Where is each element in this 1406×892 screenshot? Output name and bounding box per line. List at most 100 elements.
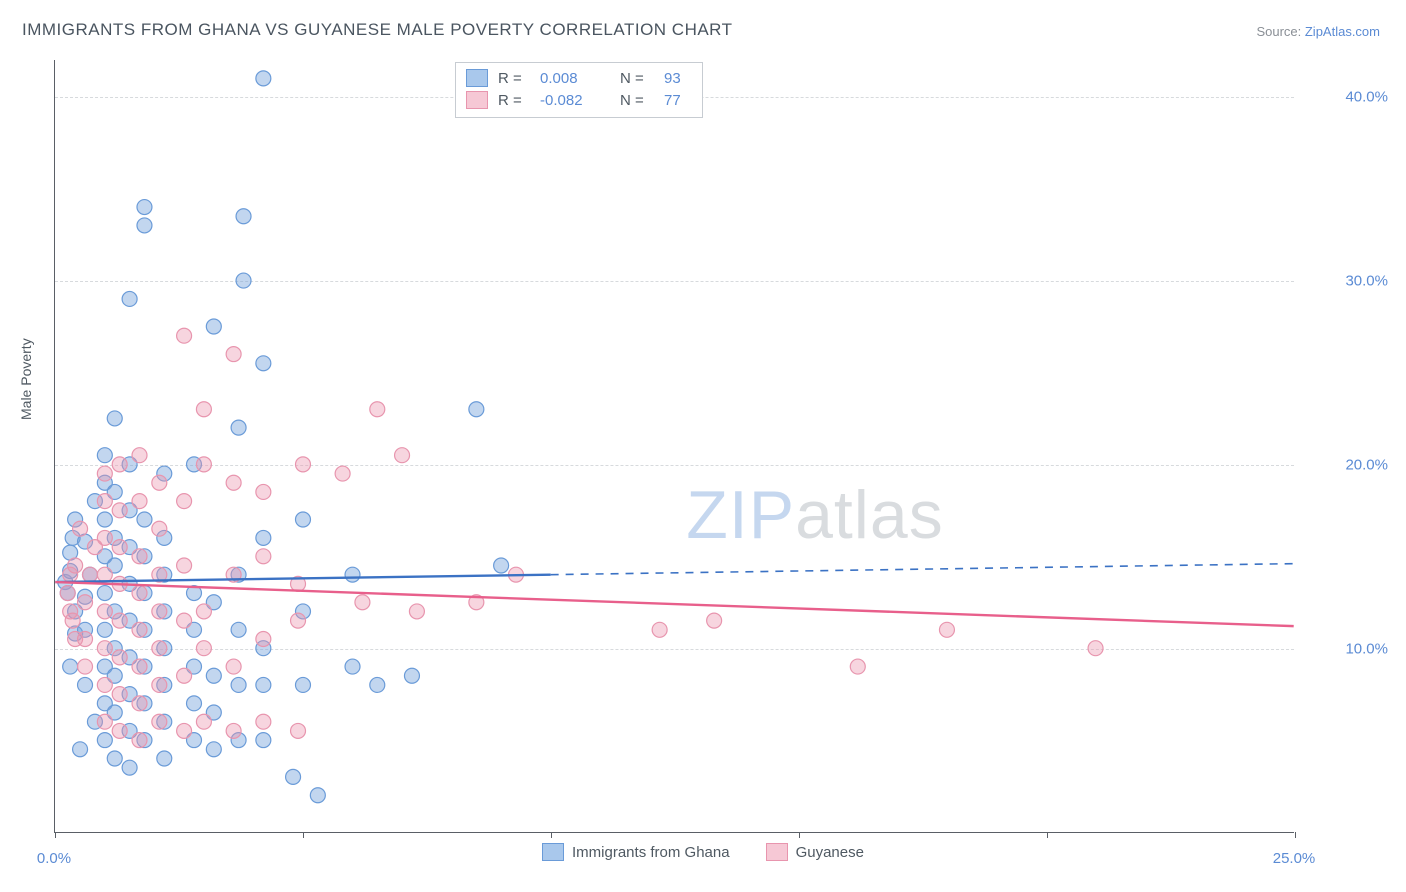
data-point [226, 659, 241, 674]
legend-correlation-row: R =0.008N =93 [466, 67, 692, 89]
data-point [112, 503, 127, 518]
data-point [97, 512, 112, 527]
data-point [187, 696, 202, 711]
legend-correlation-row: R =-0.082N =77 [466, 89, 692, 111]
data-point [177, 668, 192, 683]
source-attribution: Source: ZipAtlas.com [1256, 24, 1380, 39]
legend-swatch [542, 843, 564, 861]
data-point [78, 632, 93, 647]
data-point [157, 751, 172, 766]
data-point [226, 347, 241, 362]
data-point [97, 448, 112, 463]
data-point [68, 558, 83, 573]
data-point [206, 668, 221, 683]
legend-series-item: Immigrants from Ghana [542, 843, 730, 861]
data-point [196, 457, 211, 472]
data-point [286, 769, 301, 784]
data-point [137, 200, 152, 215]
data-point [291, 613, 306, 628]
data-point [97, 677, 112, 692]
data-point [196, 402, 211, 417]
data-point [295, 512, 310, 527]
data-point [107, 751, 122, 766]
data-point [469, 595, 484, 610]
data-point [112, 613, 127, 628]
series-legend: Immigrants from GhanaGuyanese [0, 843, 1406, 861]
data-point [152, 677, 167, 692]
data-point [177, 613, 192, 628]
data-point [97, 641, 112, 656]
data-point [177, 494, 192, 509]
y-tick-label: 40.0% [1345, 88, 1388, 105]
data-point [97, 586, 112, 601]
data-point [1088, 641, 1103, 656]
legend-swatch [466, 91, 488, 109]
source-link[interactable]: ZipAtlas.com [1305, 24, 1380, 39]
data-point [206, 742, 221, 757]
data-point [78, 677, 93, 692]
x-tick-label: 25.0% [1273, 850, 1316, 867]
data-point [231, 420, 246, 435]
data-point [652, 622, 667, 637]
data-point [78, 595, 93, 610]
data-point [132, 448, 147, 463]
legend-n-label: N = [620, 70, 654, 87]
data-point [206, 319, 221, 334]
data-point [152, 521, 167, 536]
data-point [137, 512, 152, 527]
source-prefix: Source: [1256, 24, 1304, 39]
data-point [97, 494, 112, 509]
data-point [256, 71, 271, 86]
data-point [177, 328, 192, 343]
scatter-svg [55, 60, 1294, 832]
data-point [226, 475, 241, 490]
data-point [404, 668, 419, 683]
data-point [65, 613, 80, 628]
data-point [226, 567, 241, 582]
chart-title: IMMIGRANTS FROM GHANA VS GUYANESE MALE P… [22, 20, 733, 40]
data-point [256, 733, 271, 748]
data-point [226, 723, 241, 738]
x-tick [303, 832, 304, 838]
data-point [152, 714, 167, 729]
data-point [97, 622, 112, 637]
data-point [187, 586, 202, 601]
data-point [236, 273, 251, 288]
data-point [370, 402, 385, 417]
data-point [137, 218, 152, 233]
data-point [132, 549, 147, 564]
data-point [508, 567, 523, 582]
data-point [256, 549, 271, 564]
x-tick [55, 832, 56, 838]
plot-area: ZIPatlas [54, 60, 1294, 833]
legend-r-value: 0.008 [540, 70, 610, 87]
data-point [231, 622, 246, 637]
data-point [345, 567, 360, 582]
data-point [112, 540, 127, 555]
data-point [345, 659, 360, 674]
data-point [291, 576, 306, 591]
data-point [112, 650, 127, 665]
data-point [63, 659, 78, 674]
y-tick-label: 20.0% [1345, 456, 1388, 473]
data-point [494, 558, 509, 573]
data-point [152, 567, 167, 582]
data-point [132, 586, 147, 601]
data-point [177, 723, 192, 738]
data-point [122, 760, 137, 775]
data-point [231, 677, 246, 692]
data-point [707, 613, 722, 628]
x-tick-label: 0.0% [37, 850, 71, 867]
data-point [73, 742, 88, 757]
data-point [97, 714, 112, 729]
x-tick [1047, 832, 1048, 838]
data-point [112, 457, 127, 472]
data-point [850, 659, 865, 674]
data-point [256, 714, 271, 729]
data-point [132, 733, 147, 748]
data-point [60, 586, 75, 601]
data-point [132, 659, 147, 674]
data-point [310, 788, 325, 803]
data-point [177, 558, 192, 573]
data-point [132, 622, 147, 637]
